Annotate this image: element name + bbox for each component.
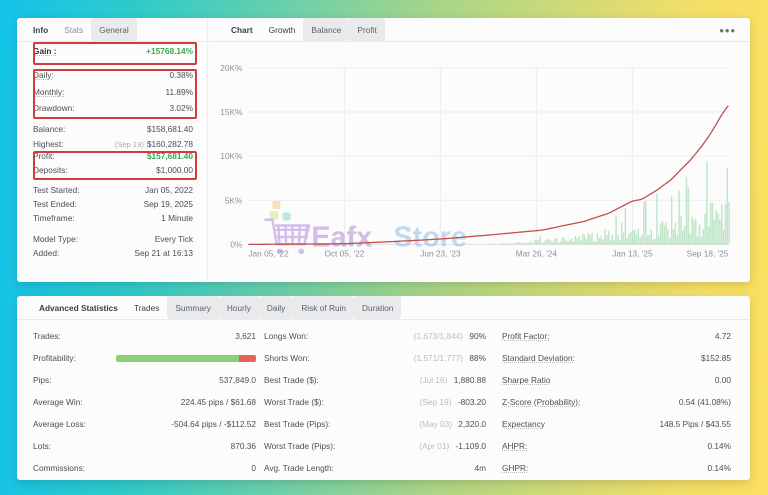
svg-text:Jan 05, '22: Jan 05, '22	[248, 248, 289, 258]
svg-text:0%: 0%	[230, 239, 243, 249]
svg-text:Jan 13, '25: Jan 13, '25	[612, 248, 653, 258]
svg-text:10K%: 10K%	[220, 151, 243, 161]
svg-text:Oct 05, '22: Oct 05, '22	[324, 248, 364, 258]
svg-text:Sep 18, '25: Sep 18, '25	[687, 248, 729, 258]
svg-text:Jun 23, '23: Jun 23, '23	[420, 248, 461, 258]
svg-text:5K%: 5K%	[225, 195, 243, 205]
svg-text:20K%: 20K%	[220, 63, 243, 73]
svg-text:15K%: 15K%	[220, 107, 243, 117]
svg-text:Mar 26, '24: Mar 26, '24	[516, 248, 558, 258]
